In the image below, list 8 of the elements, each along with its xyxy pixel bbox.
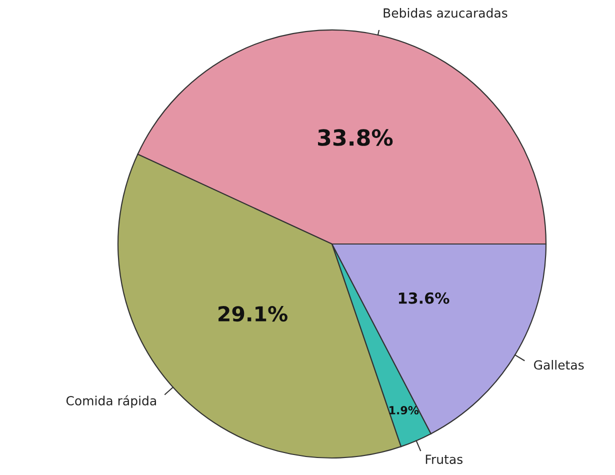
data-label: 33.8% [318, 129, 393, 146]
data-label: 1.9% [390, 406, 419, 414]
slice-label: Bebidas azucaradas [384, 8, 508, 18]
slice-label: Frutas [426, 454, 462, 464]
data-label: 29.1% [218, 306, 288, 322]
slice-label: Galletas [534, 360, 584, 370]
slice-label: Comida rápida [66, 395, 156, 408]
data-label: 13.6% [398, 292, 450, 304]
